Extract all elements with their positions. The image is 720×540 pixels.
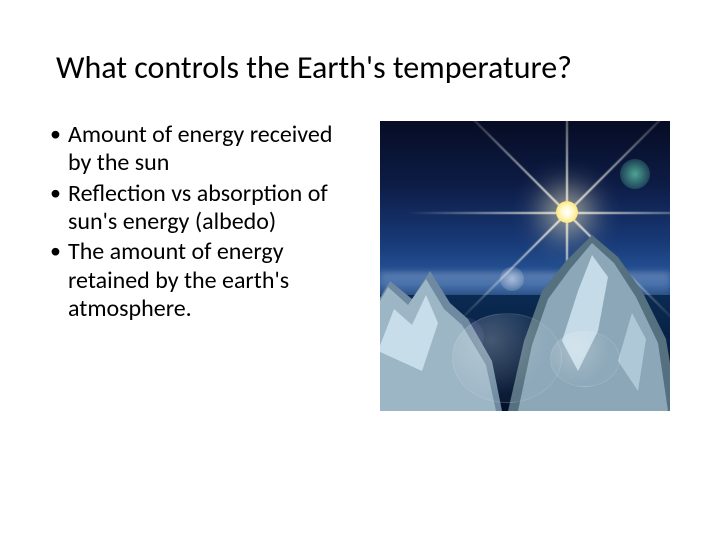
bullet-glyph: • <box>50 180 68 206</box>
bullet-glyph: • <box>50 238 68 264</box>
bullet-text: The amount of energy retained by the ear… <box>68 238 360 323</box>
sun-ray <box>567 212 670 214</box>
bullet-text: Amount of energy received by the sun <box>68 121 360 178</box>
ice-bubble <box>452 313 562 403</box>
sun-ray <box>407 212 567 214</box>
bullet-item: • Reflection vs absorption of sun's ener… <box>50 180 360 237</box>
bullet-list: • Amount of energy received by the sun •… <box>50 121 370 325</box>
content-row: • Amount of energy received by the sun •… <box>50 121 670 411</box>
slide-title: What controls the Earth's temperature? <box>56 48 670 87</box>
sun-iceberg-illustration <box>380 121 670 411</box>
sun-ray <box>566 121 568 213</box>
bullet-item: • Amount of energy received by the sun <box>50 121 360 178</box>
bullet-glyph: • <box>50 121 68 147</box>
sun-icon <box>556 201 578 223</box>
slide: What controls the Earth's temperature? •… <box>0 0 720 540</box>
ice-bubble <box>550 331 620 387</box>
bullet-item: • The amount of energy retained by the e… <box>50 238 360 323</box>
bullet-text: Reflection vs absorption of sun's energy… <box>68 180 360 237</box>
